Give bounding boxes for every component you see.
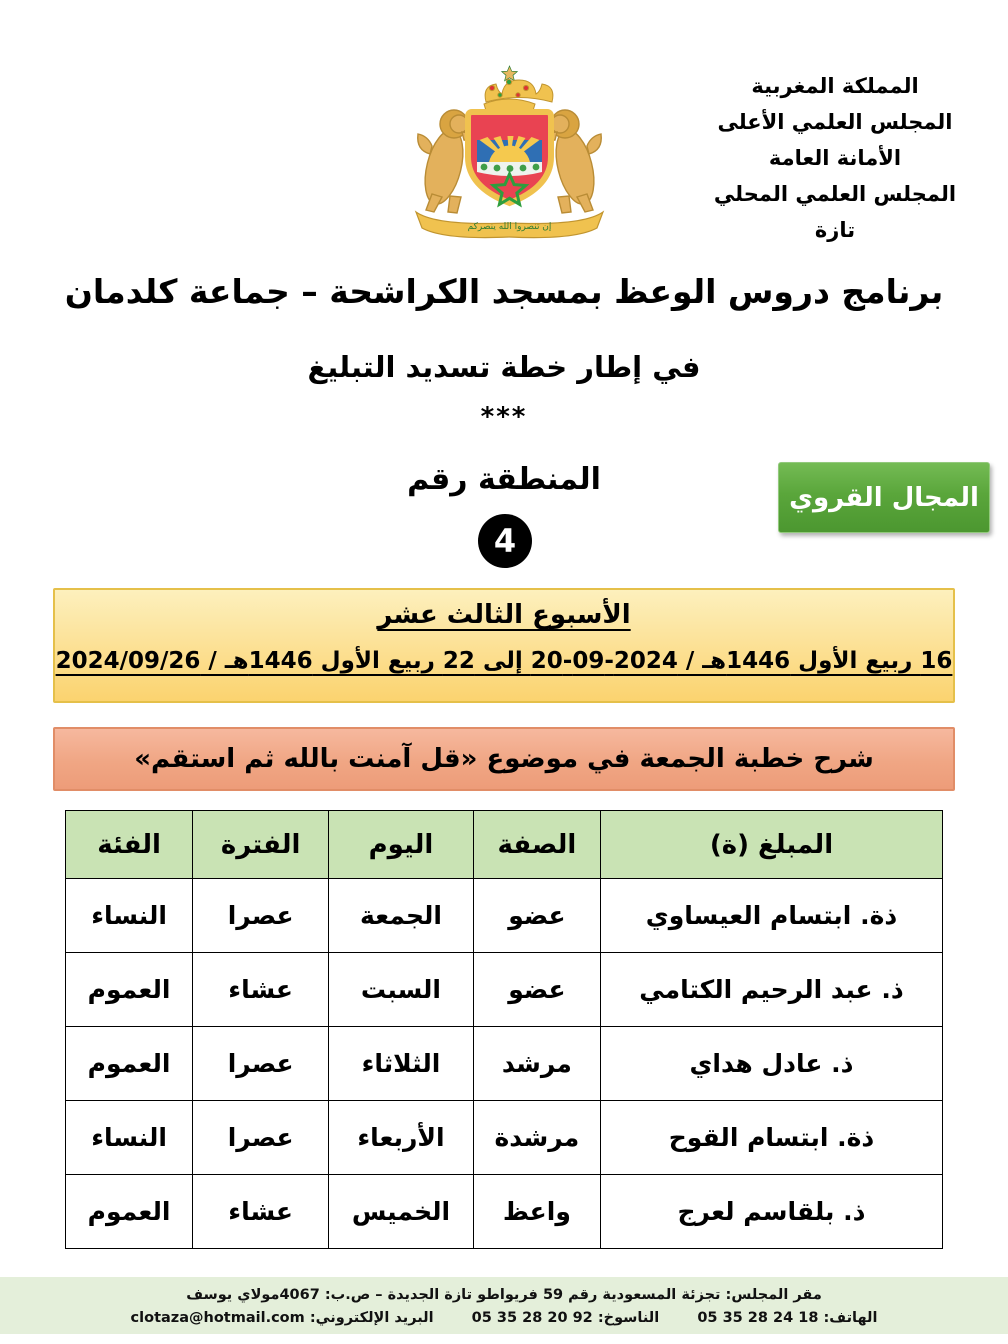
cell-role: عضو bbox=[472, 952, 601, 1027]
email-address: clotaza@hotmail.com bbox=[130, 1310, 305, 1327]
org-header: المملكة المغربية المجلس العلمي الأعلى ال… bbox=[670, 68, 1000, 249]
schedule-table: المبلغ (ة) الصفة اليوم الفترة الفئة ذة. … bbox=[64, 810, 944, 1249]
zone-label: المنطقة رقم bbox=[407, 462, 601, 497]
cell-period: عشاء bbox=[192, 1174, 330, 1249]
week-box: الأسبوع الثالث عشر 16 ربيع الأول 1446هـ … bbox=[53, 588, 955, 703]
cell-role: واعظ bbox=[472, 1174, 601, 1249]
cell-period: عصرا bbox=[192, 1100, 330, 1175]
program-subtitle: في إطار خطة تسديد التبليغ bbox=[307, 350, 701, 384]
footer-address: مقر المجلس: تجزئة المسعودية رقم 59 فريوا… bbox=[186, 1287, 822, 1303]
cell-day: الجمعة bbox=[328, 878, 474, 953]
cell-category: العموم bbox=[64, 952, 194, 1027]
cell-period: عشاء bbox=[192, 952, 330, 1027]
col-header-period: الفترة bbox=[192, 810, 330, 879]
rural-area-badge: المجال القروي bbox=[778, 462, 990, 533]
cell-role: مرشدة bbox=[472, 1100, 601, 1175]
cell-preacher: ذ. عبد الرحيم الكتامي bbox=[599, 952, 944, 1027]
program-title: برنامج دروس الوعظ بمسجد الكراشحة – جماعة… bbox=[64, 272, 944, 311]
phone-label: الهاتف: bbox=[823, 1310, 878, 1327]
col-header-day: اليوم bbox=[328, 810, 474, 879]
table-row: ذة. ابتسام القوح مرشدة الأربعاء عصرا الن… bbox=[64, 1100, 944, 1175]
cell-preacher: ذ. بلقاسم لعرج bbox=[599, 1174, 944, 1249]
cell-day: السبت bbox=[328, 952, 474, 1027]
cell-category: العموم bbox=[64, 1174, 194, 1249]
email-label: البريد الإلكتروني: bbox=[309, 1310, 434, 1327]
cell-category: النساء bbox=[64, 878, 194, 953]
org-line-local-council: المجلس العلمي المحلي bbox=[713, 182, 957, 207]
org-line-secretariat: الأمانة العامة bbox=[768, 146, 902, 171]
sermon-topic-box: شرح خطبة الجمعة في موضوع «قل آمنت بالله … bbox=[53, 727, 955, 791]
cell-day: الثلاثاء bbox=[328, 1026, 474, 1101]
table-row: ذ. عبد الرحيم الكتامي عضو السبت عشاء الع… bbox=[64, 952, 944, 1027]
org-line-city: تازة bbox=[814, 218, 856, 243]
phone-number: 05 35 28 24 18 bbox=[697, 1310, 819, 1327]
cell-day: الأربعاء bbox=[328, 1100, 474, 1175]
cell-role: عضو bbox=[472, 878, 601, 953]
col-header-category: الفئة bbox=[64, 810, 194, 879]
footer-band: مقر المجلس: تجزئة المسعودية رقم 59 فريوا… bbox=[0, 1277, 1008, 1334]
cell-period: عصرا bbox=[192, 1026, 330, 1101]
cell-preacher: ذ. عادل هداي bbox=[599, 1026, 944, 1101]
cell-preacher: ذة. ابتسام العيساوي bbox=[599, 878, 944, 953]
table-header-row: المبلغ (ة) الصفة اليوم الفترة الفئة bbox=[64, 810, 944, 879]
cell-category: النساء bbox=[64, 1100, 194, 1175]
cell-preacher: ذة. ابتسام القوح bbox=[599, 1100, 944, 1175]
table-row: ذة. ابتسام العيساوي عضو الجمعة عصرا النس… bbox=[64, 878, 944, 953]
week-title: الأسبوع الثالث عشر bbox=[377, 600, 631, 630]
coat-motto-text: إن تنصروا الله ينصركم bbox=[468, 222, 552, 232]
table-row: ذ. بلقاسم لعرج واعظ الخميس عشاء العموم bbox=[64, 1174, 944, 1249]
table-row: ذ. عادل هداي مرشد الثلاثاء عصرا العموم bbox=[64, 1026, 944, 1101]
cell-day: الخميس bbox=[328, 1174, 474, 1249]
fax-number: 05 35 28 20 92 bbox=[471, 1310, 593, 1327]
fax-label: الناسوخ: bbox=[597, 1310, 660, 1327]
cell-period: عصرا bbox=[192, 878, 330, 953]
separator-stars: *** bbox=[480, 402, 528, 432]
morocco-coat-of-arms-icon: إن تنصروا الله ينصركم bbox=[414, 65, 605, 239]
zone-number-badge: 4 bbox=[478, 514, 532, 568]
footer-contacts: الهاتف: 05 35 28 24 18 الناسوخ: 05 35 28… bbox=[0, 1307, 1008, 1330]
cell-role: مرشد bbox=[472, 1026, 601, 1101]
org-line-kingdom: المملكة المغربية bbox=[751, 74, 919, 98]
col-header-preacher: المبلغ (ة) bbox=[599, 810, 944, 879]
col-header-role: الصفة bbox=[472, 810, 601, 879]
week-date-range: 16 ربيع الأول 1446هـ / 2024-09-20 إلى 22… bbox=[55, 648, 953, 674]
cell-category: العموم bbox=[64, 1026, 194, 1101]
org-line-supreme-council: المجلس العلمي الأعلى bbox=[717, 110, 953, 135]
